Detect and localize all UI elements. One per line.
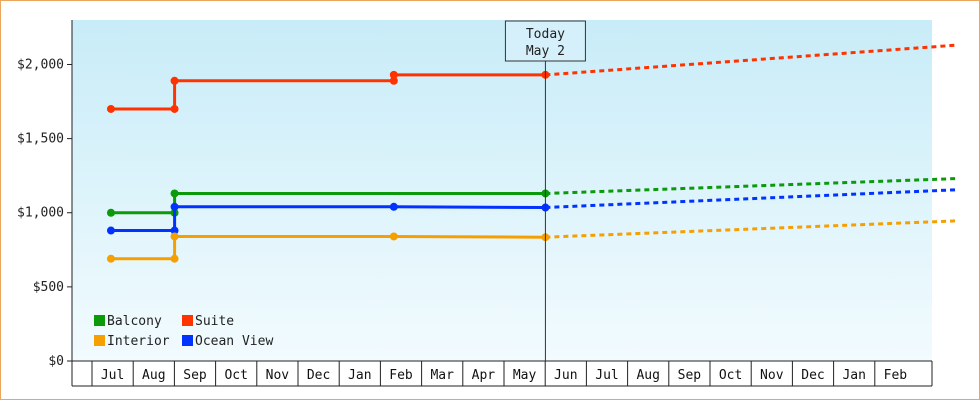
forecast-line — [545, 188, 956, 209]
today-label-box — [504, 20, 586, 62]
data-point — [170, 226, 179, 235]
data-point — [170, 202, 179, 211]
month-label: Jan — [842, 368, 865, 383]
data-point — [389, 202, 398, 211]
today-marker: Today May 2 — [504, 20, 586, 361]
month-label: Sep — [678, 368, 702, 383]
y-tick-label: $1,000 — [17, 206, 64, 221]
month-label: Nov — [266, 368, 290, 383]
month-label: Jan — [348, 368, 371, 383]
month-label: Jun — [554, 368, 577, 383]
history-line — [110, 73, 546, 111]
y-tick-label: $500 — [33, 280, 64, 295]
month-label: Feb — [884, 368, 908, 383]
month-label: Jul — [595, 368, 618, 383]
month-label: Jul — [101, 368, 124, 383]
today-date: May 2 — [526, 44, 565, 59]
month-label: Dec — [307, 368, 330, 383]
data-point — [389, 70, 398, 79]
month-label: May — [513, 368, 537, 383]
month-label: Sep — [183, 368, 207, 383]
month-label: Dec — [801, 368, 824, 383]
month-label: Apr — [472, 368, 496, 383]
today-label: Today — [526, 27, 565, 42]
y-tick-label: $2,000 — [17, 57, 64, 72]
legend: Balcony Suite Interior Ocean View — [94, 314, 273, 349]
month-label: Aug — [636, 368, 659, 383]
forecast-line — [545, 43, 956, 77]
data-point — [389, 232, 398, 241]
month-label: Nov — [760, 368, 784, 383]
month-label: Feb — [389, 368, 413, 383]
month-label: Oct — [719, 368, 742, 383]
data-point — [170, 254, 179, 263]
legend-swatch — [182, 335, 193, 346]
forecast-line — [545, 219, 956, 239]
data-point — [106, 226, 115, 235]
data-point — [170, 189, 179, 198]
data-point — [170, 76, 179, 85]
legend-label: Ocean View — [195, 334, 273, 349]
series-interior — [106, 219, 956, 263]
legend-swatch — [94, 335, 105, 346]
legend-label: Interior — [107, 334, 170, 349]
legend-swatch — [94, 315, 105, 326]
x-axis: Jul Aug Sep Oct Nov Dec Jan Feb Mar Apr May Jun Jul A… — [72, 360, 933, 387]
data-point — [389, 76, 398, 85]
legend-swatch — [182, 315, 193, 326]
legend-label: Balcony — [107, 314, 162, 329]
plot-background — [72, 20, 932, 361]
month-label: Aug — [142, 368, 165, 383]
y-axis: $0 $500 $1,000 $1,500 $2,000 — [17, 20, 73, 386]
data-point — [170, 232, 179, 241]
data-point — [106, 254, 115, 263]
legend-label: Suite — [195, 314, 234, 329]
data-point — [170, 104, 179, 113]
y-tick-label: $1,500 — [17, 132, 64, 147]
data-point — [106, 104, 115, 113]
data-point — [106, 208, 115, 217]
y-tick-label: $0 — [48, 354, 64, 369]
month-label: Oct — [224, 368, 247, 383]
month-label: Mar — [430, 368, 454, 383]
